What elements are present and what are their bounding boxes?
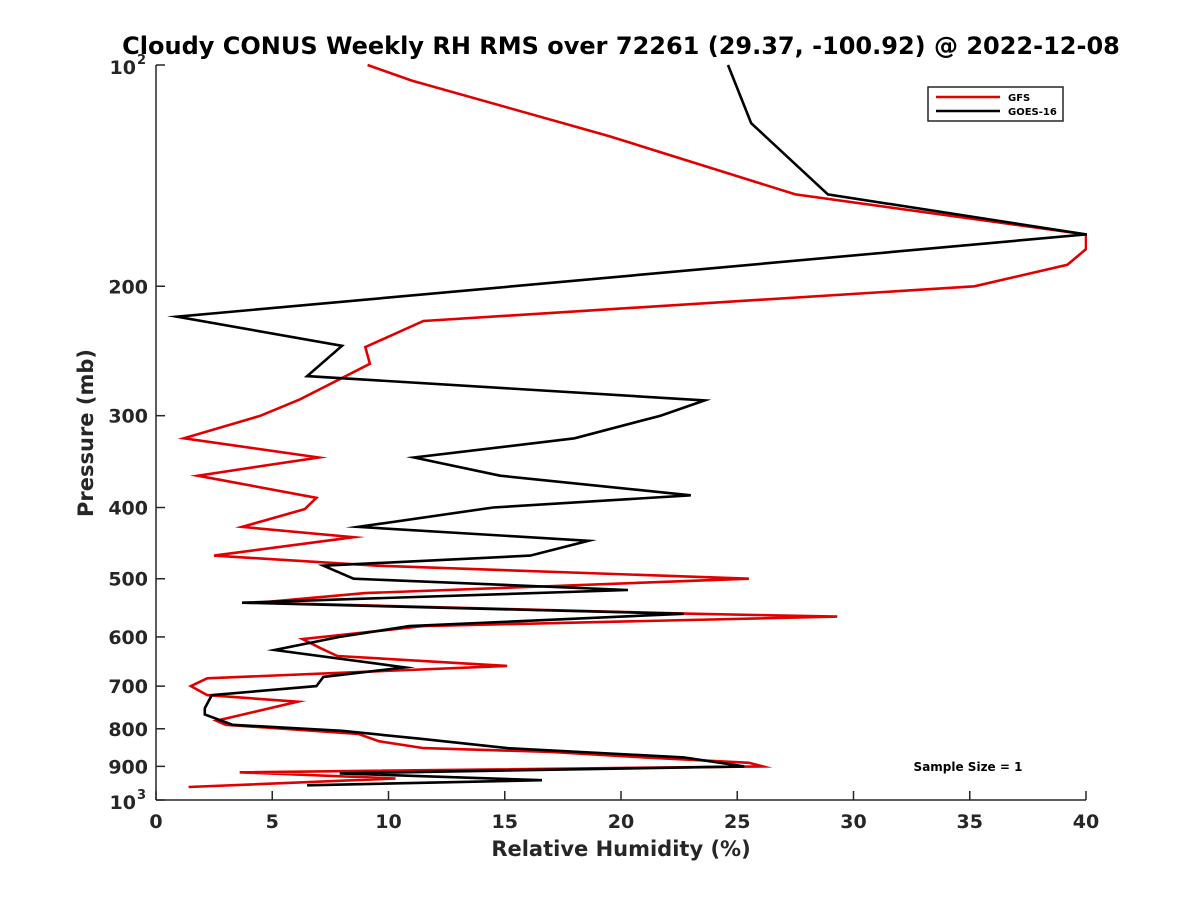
- y-tick-label: 600: [108, 627, 148, 649]
- chart-title: Cloudy CONUS Weekly RH RMS over 72261 (2…: [122, 32, 1120, 60]
- y-tick-label: 200: [108, 276, 148, 298]
- y-tick-exponent: 2: [137, 53, 146, 68]
- series-line-goes-16: [167, 64, 1087, 787]
- legend: GFS GOES-16: [927, 86, 1064, 122]
- x-tick-label: 30: [840, 811, 866, 833]
- x-tick-label: 10: [375, 811, 401, 833]
- x-tick-label: 5: [266, 811, 279, 833]
- x-tick-label: 35: [957, 811, 983, 833]
- legend-label-gfs: GFS: [1008, 93, 1030, 104]
- legend-box: [927, 86, 1064, 122]
- y-tick-label: 900: [108, 756, 148, 778]
- x-tick-label: 40: [1073, 811, 1099, 833]
- y-tick-label: 800: [108, 719, 148, 741]
- x-tick-label: 15: [492, 811, 518, 833]
- x-axis-label: Relative Humidity (%): [491, 837, 750, 861]
- y-tick-label: 10: [110, 57, 136, 79]
- sample-size-annotation: Sample Size = 1: [914, 760, 1023, 774]
- y-axis-label: Pressure (mb): [74, 349, 98, 517]
- series-group: [167, 64, 1087, 789]
- y-tick-label: 400: [108, 498, 148, 520]
- y-tick-exponent: 3: [137, 788, 146, 803]
- y-tick-label: 500: [108, 569, 148, 591]
- y-tick-label: 10: [110, 792, 136, 814]
- x-tick-label: 25: [724, 811, 750, 833]
- legend-label-goes-16: GOES-16: [1008, 107, 1057, 118]
- y-tick-label: 700: [108, 676, 148, 698]
- x-tick-label: 20: [608, 811, 634, 833]
- series-line-gfs: [177, 64, 1087, 789]
- y-tick-label: 300: [108, 406, 148, 428]
- x-tick-label: 0: [149, 811, 162, 833]
